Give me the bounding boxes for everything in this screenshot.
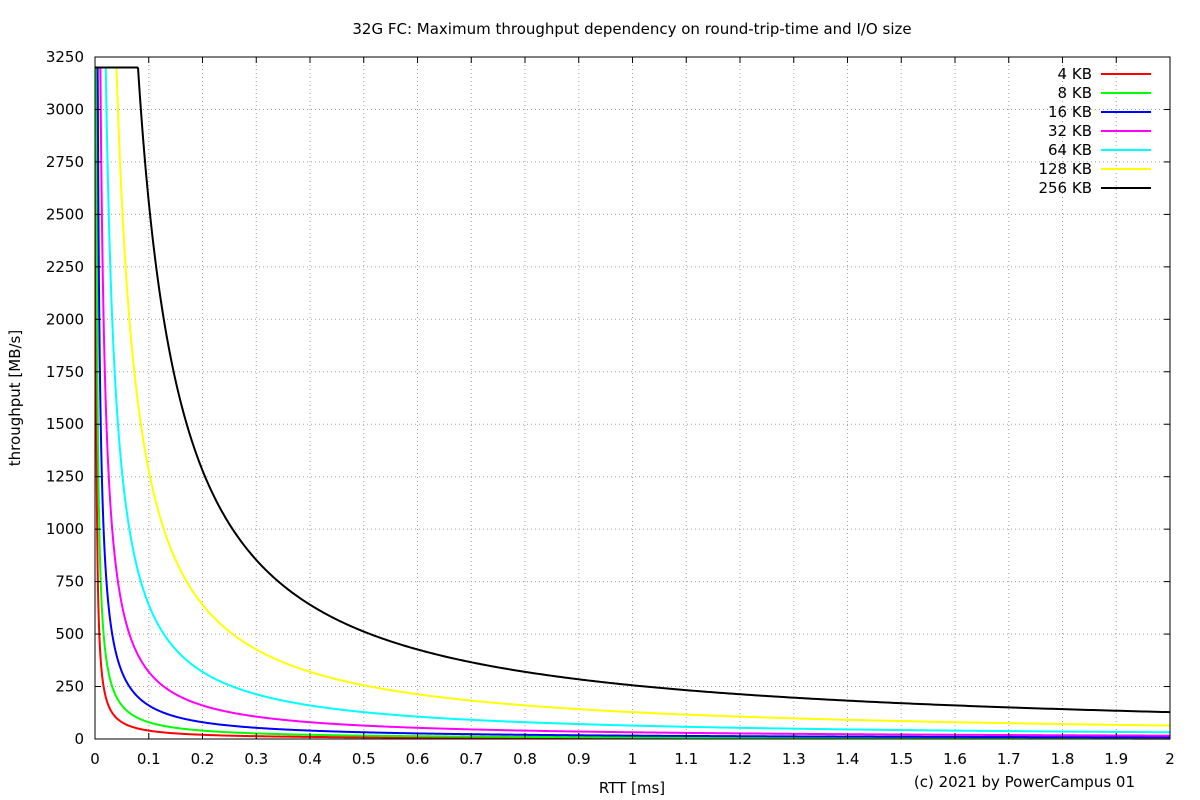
legend-label: 32 KB bbox=[1048, 122, 1092, 140]
x-tick-label: 0.3 bbox=[244, 750, 268, 768]
x-tick-label: 1.5 bbox=[889, 750, 913, 768]
series-lines bbox=[94, 66, 1171, 740]
x-tick-label: 1.2 bbox=[728, 750, 752, 768]
x-tick-label: 1.6 bbox=[943, 750, 967, 768]
y-tick-label: 1000 bbox=[46, 520, 84, 538]
x-tick-label: 1.8 bbox=[1051, 750, 1075, 768]
x-tick-label: 0.2 bbox=[191, 750, 215, 768]
series-line-32-kb bbox=[94, 66, 1171, 737]
chart-title: 32G FC: Maximum throughput dependency on… bbox=[352, 20, 911, 38]
y-tick-label: 250 bbox=[55, 678, 84, 696]
y-tick-label: 1750 bbox=[46, 363, 84, 381]
x-tick-label: 1.7 bbox=[997, 750, 1021, 768]
y-tick-label: 2750 bbox=[46, 153, 84, 171]
x-tick-label: 1.3 bbox=[782, 750, 806, 768]
series-line-128-kb bbox=[94, 66, 1171, 727]
y-tick-label: 2000 bbox=[46, 310, 84, 328]
x-tick-label: 0.1 bbox=[137, 750, 161, 768]
y-tick-label: 0 bbox=[74, 730, 84, 748]
series-line-256-kb bbox=[94, 66, 1171, 714]
y-tick-label: 2500 bbox=[46, 205, 84, 223]
y-tick-label: 1250 bbox=[46, 468, 84, 486]
x-tick-label: 0.8 bbox=[513, 750, 537, 768]
x-tick-label: 0.7 bbox=[459, 750, 483, 768]
series-line-64-kb bbox=[94, 66, 1171, 734]
x-axis-label: RTT [ms] bbox=[599, 779, 665, 797]
x-tick-label: 1.4 bbox=[836, 750, 860, 768]
x-axis-tick-labels: 0 0.1 0.2 0.3 0.4 0.5 0.6 0.7 0.8 0.9 1 1.1 1.2 1.3 1.… bbox=[90, 750, 1175, 768]
y-tick-label: 2250 bbox=[46, 258, 84, 276]
y-tick-label: 500 bbox=[55, 625, 84, 643]
x-tick-label: 0 bbox=[90, 750, 100, 768]
x-tick-label: 0.5 bbox=[352, 750, 376, 768]
legend-label: 8 KB bbox=[1058, 84, 1092, 102]
axis-ticks bbox=[94, 56, 1171, 740]
y-axis-tick-labels: 0 250 500 750 1000 1250 1500 1750 2000 2250 2500 27… bbox=[46, 48, 84, 748]
y-tick-label: 750 bbox=[55, 573, 84, 591]
x-tick-label: 2 bbox=[1165, 750, 1175, 768]
legend-label: 64 KB bbox=[1048, 141, 1092, 159]
x-tick-label: 0.9 bbox=[567, 750, 591, 768]
y-tick-label: 3000 bbox=[46, 100, 84, 118]
series-line-8-kb bbox=[94, 66, 1170, 740]
legend-label: 16 KB bbox=[1048, 103, 1092, 121]
y-tick-label: 1500 bbox=[46, 415, 84, 433]
x-tick-label: 1.9 bbox=[1104, 750, 1128, 768]
x-tick-label: 0.6 bbox=[406, 750, 430, 768]
x-tick-label: 1.1 bbox=[674, 750, 698, 768]
copyright-footer: (c) 2021 by PowerCampus 01 bbox=[914, 773, 1135, 791]
series-line-16-kb bbox=[94, 66, 1170, 739]
legend-label: 128 KB bbox=[1038, 160, 1092, 178]
x-tick-label: 0.4 bbox=[298, 750, 322, 768]
x-tick-label: 1 bbox=[628, 750, 638, 768]
y-axis-label: throughput [MB/s] bbox=[6, 330, 24, 466]
grid bbox=[95, 57, 1170, 739]
legend-label: 256 KB bbox=[1038, 179, 1092, 197]
y-tick-label: 3250 bbox=[46, 48, 84, 66]
legend-label: 4 KB bbox=[1058, 65, 1092, 83]
